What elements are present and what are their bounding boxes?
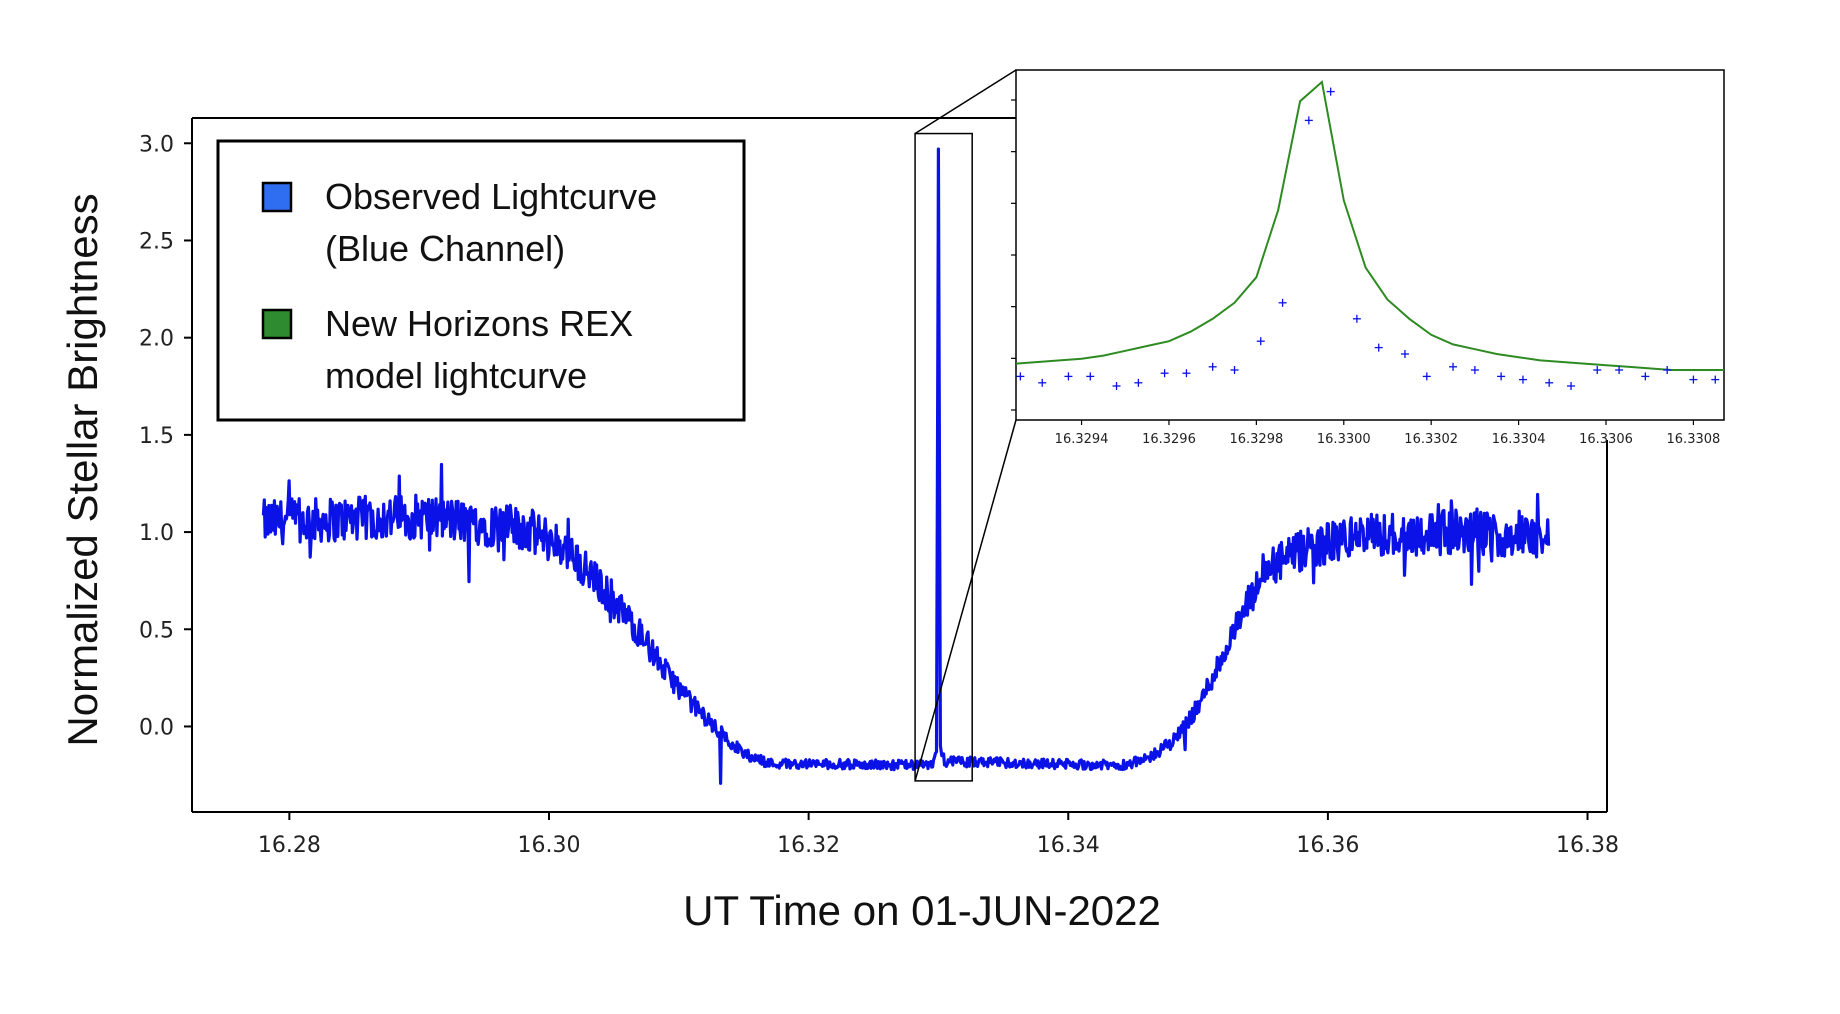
- legend-swatch-observed: [261, 181, 293, 213]
- inset-frame: [1015, 69, 1725, 421]
- main-x-ticks: 16.28 16.30 16.32 16.34 16.36 16.38: [258, 812, 1619, 858]
- observed-lightcurve-line: [261, 147, 1551, 785]
- observed-point: [1326, 87, 1335, 96]
- observed-point: [1278, 298, 1287, 307]
- y-tick-label: 1.5: [139, 424, 174, 449]
- observed-point: [1711, 375, 1720, 384]
- observed-point: [1230, 366, 1239, 374]
- observed-point: [1689, 375, 1698, 384]
- inset-x-tick-label: 16.3302: [1404, 432, 1458, 447]
- inset-x-tick-label: 16.3306: [1579, 432, 1633, 447]
- legend-label-model-line1: New Horizons REX: [325, 303, 633, 344]
- observed-point: [1518, 375, 1527, 384]
- observed-point: [1422, 372, 1431, 381]
- zoom-box: [914, 132, 973, 782]
- x-tick-label: 16.34: [1037, 833, 1100, 858]
- inset-x-tick-label: 16.3294: [1055, 432, 1109, 447]
- observed-point: [1470, 366, 1479, 374]
- y-tick-label: 0.5: [139, 618, 174, 643]
- inset-x-ticks: 16.3294 16.3296 16.3298 16.3300 16.3302 16.33…: [1055, 420, 1721, 447]
- legend: Observed Lightcurve (Blue Channel) New H…: [216, 139, 746, 422]
- observed-point: [1641, 372, 1650, 381]
- y-tick-label: 1.0: [139, 521, 174, 546]
- x-tick-label: 16.36: [1296, 833, 1359, 858]
- legend-swatch-model: [261, 308, 293, 340]
- inset-x-tick-label: 16.3296: [1142, 432, 1196, 447]
- observed-point: [1352, 314, 1361, 323]
- legend-frame: [216, 139, 746, 422]
- legend-label-observed-line1: Observed Lightcurve: [325, 176, 657, 217]
- y-tick-label: 2.0: [139, 327, 174, 352]
- observed-point: [1134, 378, 1143, 387]
- observed-point: [1112, 382, 1121, 390]
- y-tick-label: 0.0: [139, 715, 174, 740]
- y-tick-label: 3.0: [139, 132, 174, 157]
- observed-point: [1038, 378, 1047, 387]
- observed-point: [1182, 369, 1191, 378]
- observed-point: [1086, 372, 1095, 381]
- inset-x-tick-label: 16.3308: [1667, 432, 1721, 447]
- observed-point: [1208, 362, 1217, 371]
- inset-x-tick-label: 16.3298: [1229, 432, 1283, 447]
- observed-point: [1016, 372, 1025, 381]
- observed-point: [1064, 372, 1073, 381]
- y-tick-label: 2.5: [139, 229, 174, 254]
- observed-point: [1256, 337, 1265, 346]
- x-tick-label: 16.38: [1556, 833, 1619, 858]
- x-tick-label: 16.28: [258, 833, 321, 858]
- observed-point: [1497, 372, 1506, 381]
- inset-x-tick-label: 16.3304: [1492, 432, 1546, 447]
- zoom-connector-bottom: [914, 419, 1017, 782]
- observed-point: [1663, 366, 1672, 374]
- observed-point: [1400, 350, 1409, 358]
- legend-label-observed-line2: (Blue Channel): [325, 228, 565, 269]
- inset-y-ticks: [1011, 99, 1016, 411]
- zoom-connector-top: [914, 69, 1017, 135]
- observed-point: [1374, 343, 1383, 352]
- observed-point: [1449, 362, 1458, 371]
- main-axes: 16.28 16.30 16.32 16.34 16.36 16.38 0.0 0.5 1.0…: [139, 69, 1619, 858]
- y-axis-title: Normalized Stellar Brightness: [59, 193, 106, 746]
- legend-label-model-line2: model lightcurve: [325, 355, 587, 396]
- inset-x-tick-label: 16.3300: [1317, 432, 1371, 447]
- observed-point: [1593, 366, 1602, 374]
- observed-point: [1304, 116, 1313, 125]
- observed-point: [1545, 378, 1554, 387]
- inset-series-layer: [1015, 80, 1724, 390]
- x-tick-label: 16.30: [518, 833, 581, 858]
- main-y-ticks: 0.0 0.5 1.0 1.5 2.0 2.5 3.0: [139, 132, 192, 740]
- main-series-layer: [261, 147, 1551, 785]
- x-tick-label: 16.32: [777, 833, 840, 858]
- observed-point: [1615, 366, 1624, 374]
- observed-point: [1567, 382, 1576, 390]
- model-lightcurve-line: [1015, 80, 1724, 371]
- inset-axes: 16.3294 16.3296 16.3298 16.3300 16.3302 16.33…: [1011, 69, 1725, 447]
- x-axis-title: UT Time on 01-JUN-2022: [683, 887, 1161, 934]
- observed-point: [1160, 369, 1169, 378]
